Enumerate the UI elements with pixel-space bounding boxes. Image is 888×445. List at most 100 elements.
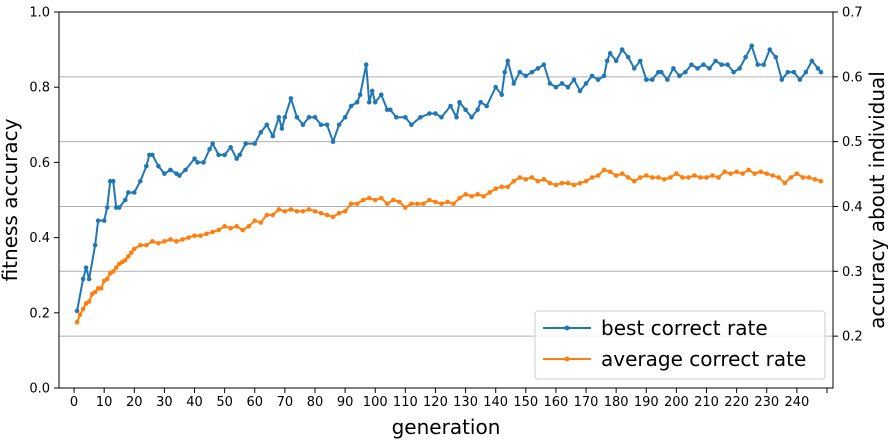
data-point — [77, 312, 83, 317]
data-point — [731, 69, 736, 75]
data-point — [86, 299, 92, 304]
data-point — [559, 81, 565, 86]
data-point — [324, 122, 330, 128]
data-point — [493, 186, 498, 192]
data-point — [234, 156, 239, 161]
data-point — [74, 308, 80, 314]
data-point — [258, 220, 264, 225]
data-point — [95, 218, 101, 223]
x-tick-label: 120 — [423, 395, 448, 410]
data-point — [403, 205, 408, 210]
data-point — [246, 224, 252, 229]
legend-box — [534, 310, 826, 380]
data-point — [252, 141, 258, 146]
data-point — [797, 77, 803, 82]
plot-frame — [58, 11, 834, 389]
data-point — [122, 197, 128, 203]
data-point — [177, 173, 182, 178]
data-point — [252, 218, 258, 223]
data-point — [758, 169, 764, 175]
data-point — [110, 178, 116, 184]
data-point — [222, 224, 227, 229]
data-point — [604, 58, 610, 64]
y-right-tick-label: 0.4 — [842, 200, 863, 215]
data-point — [463, 107, 468, 113]
data-point — [186, 235, 191, 240]
data-point — [454, 114, 459, 120]
data-point — [713, 58, 718, 64]
data-point — [150, 152, 155, 158]
data-point — [336, 122, 342, 128]
data-point — [180, 237, 185, 242]
data-point — [815, 66, 821, 71]
data-point — [318, 122, 324, 128]
data-point — [809, 58, 815, 64]
data-point — [204, 231, 209, 237]
x-tick-label: 150 — [513, 395, 538, 410]
x-tick-label: 110 — [393, 395, 418, 410]
data-point — [637, 175, 643, 180]
data-point — [493, 84, 498, 90]
data-point — [571, 77, 577, 82]
data-point — [354, 201, 360, 207]
data-point — [216, 227, 221, 233]
legend-marker — [564, 356, 570, 362]
data-point — [74, 319, 80, 325]
x-tick-label: 30 — [156, 395, 173, 410]
data-point — [800, 175, 806, 180]
y-left-tick-label: 0.8 — [29, 81, 50, 96]
legend-label: best correct rate — [601, 316, 768, 340]
data-point — [240, 227, 246, 233]
data-point — [680, 175, 685, 180]
legend-label: average correct rate — [601, 347, 806, 371]
data-point — [625, 175, 631, 180]
data-point — [541, 177, 547, 182]
data-point — [222, 152, 227, 158]
data-point — [354, 99, 360, 105]
y-right-tick-label: 0.5 — [842, 135, 863, 150]
data-point — [734, 169, 739, 175]
data-point — [541, 62, 547, 67]
x-tick-label: 200 — [664, 395, 689, 410]
data-point — [276, 114, 282, 120]
x-tick-label: 140 — [483, 395, 508, 410]
data-point — [502, 69, 508, 75]
data-point — [463, 192, 468, 197]
data-point — [282, 114, 288, 120]
data-point — [803, 69, 809, 75]
data-point — [650, 77, 655, 82]
data-point — [451, 201, 456, 207]
data-point — [138, 242, 143, 248]
data-point — [668, 175, 673, 180]
data-point — [806, 175, 812, 180]
data-point — [511, 178, 517, 184]
data-point — [168, 237, 173, 242]
data-point — [701, 62, 706, 67]
data-point — [589, 73, 595, 79]
x-tick-label: 220 — [724, 395, 749, 410]
data-point — [162, 171, 167, 176]
x-tick-label: 70 — [277, 395, 294, 410]
data-point — [484, 103, 489, 109]
series-layer — [74, 43, 824, 325]
data-point — [728, 171, 733, 176]
data-point — [162, 239, 167, 244]
data-point — [643, 77, 649, 82]
data-point — [131, 190, 137, 195]
data-point — [156, 240, 161, 246]
data-point — [656, 175, 661, 180]
x-tick-label: 230 — [754, 395, 779, 410]
data-point — [725, 62, 730, 67]
legend-item: best correct rate — [543, 316, 768, 340]
data-point — [288, 96, 294, 101]
axes: 0 10 20 30 40 50 60 70 80 90 100 110 120 130 140 150 160… — [29, 6, 862, 411]
data-point — [86, 276, 92, 282]
data-point — [722, 169, 727, 175]
x-tick-label: 20 — [126, 395, 143, 410]
y-left-tick-label: 0.4 — [29, 231, 50, 246]
data-point — [631, 66, 637, 71]
data-point — [198, 233, 203, 239]
y-right-tick-label: 0.7 — [842, 6, 863, 21]
data-point — [439, 114, 444, 120]
